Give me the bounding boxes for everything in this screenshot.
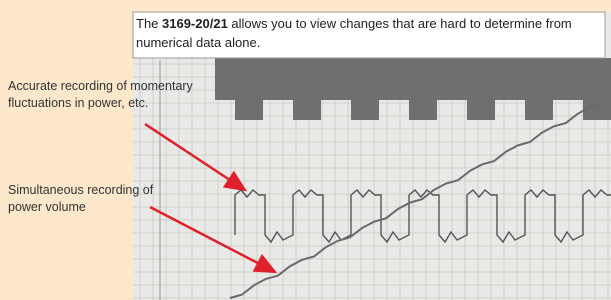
caption: The 3169-20/21 allows you to view change… — [136, 14, 602, 52]
caption-text: The — [136, 16, 162, 31]
page: The 3169-20/21 allows you to view change… — [0, 0, 611, 300]
model-name: 3169-20/21 — [162, 16, 228, 31]
annotation: Simultaneous recording of power volume — [8, 182, 190, 216]
annotation: Accurate recording of momentary fluctuat… — [8, 78, 193, 112]
